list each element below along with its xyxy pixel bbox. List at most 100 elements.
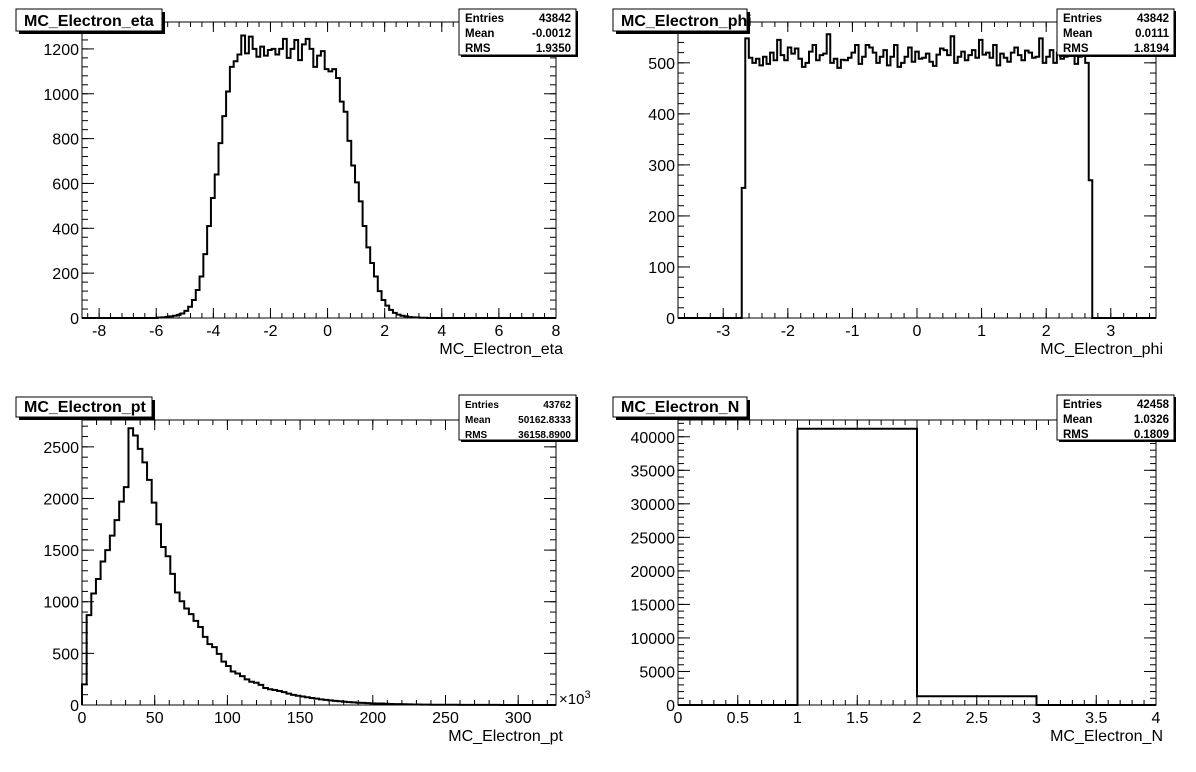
stats-label: Entries	[1063, 13, 1102, 25]
x-tick-label: 0	[913, 323, 922, 340]
x-tick-label: -2	[263, 323, 277, 340]
stats-label: RMS	[465, 43, 491, 55]
y-tick-label: 35000	[631, 463, 676, 480]
y-tick-label: 600	[52, 176, 79, 193]
x-tick-label: 4	[1152, 710, 1161, 727]
histogram-title: MC_Electron_phi	[621, 13, 752, 30]
x-axis-title: MC_Electron_phi	[1040, 341, 1163, 358]
stats-label: Mean	[1063, 28, 1092, 40]
stats-label: Mean	[1063, 414, 1092, 426]
y-tick-label: 25000	[631, 530, 676, 547]
plot-frame	[81, 21, 557, 319]
histogram-line	[678, 427, 1156, 706]
stats-value: 43762	[543, 400, 571, 411]
stats-value: 0.0111	[1135, 28, 1170, 40]
x-tick-label: 2	[1042, 323, 1051, 340]
stats-value: 50162.8333	[518, 415, 571, 426]
y-tick-label: 1200	[43, 42, 79, 59]
x-tick-label: -4	[206, 323, 220, 340]
x-tick-label: 6	[494, 323, 503, 340]
x-tick-label: 2	[913, 710, 922, 727]
x-tick-label: 2	[380, 323, 389, 340]
x-tick-label: 0	[323, 323, 332, 340]
stats-value: 1.8194	[1134, 43, 1170, 55]
histogram-panel-3: 0 0.5 1 1.5 2 2.5 3 3.5 4 0 5000 10000 15000 20000 250…	[612, 394, 1176, 745]
x-axis-title: MC_Electron_pt	[448, 728, 563, 745]
x-tick-label: 250	[432, 710, 459, 727]
title-box	[15, 8, 163, 32]
y-tick-label: 0	[70, 311, 79, 328]
y-tick-label: 200	[52, 266, 79, 283]
x-tick-label: 2.5	[966, 710, 988, 727]
histogram-line	[82, 34, 556, 319]
histogram-line	[81, 427, 556, 706]
y-tick-label: 15000	[631, 597, 676, 614]
stats-value: 1.9350	[536, 43, 571, 55]
title-box	[15, 396, 153, 418]
x-tick-label: 0	[78, 710, 87, 727]
y-tick-label: 800	[52, 132, 79, 149]
x-tick-label: 100	[214, 710, 241, 727]
x-tick-label: -6	[149, 323, 163, 340]
stats-label: RMS	[1063, 429, 1089, 441]
stats-label: Entries	[1063, 399, 1102, 411]
x-tick-label: 200	[359, 710, 386, 727]
plot-frame	[81, 419, 557, 706]
stats-label: Entries	[465, 13, 504, 25]
y-tick-label: 400	[648, 107, 675, 124]
y-tick-label: 20000	[631, 564, 676, 581]
stats-label: Entries	[465, 400, 499, 411]
stats-label: RMS	[465, 430, 488, 441]
x-axis-title: MC_Electron_eta	[439, 341, 563, 358]
x-tick-label: 3	[1106, 323, 1115, 340]
y-tick-label: 0	[666, 698, 675, 715]
y-tick-label: 1000	[43, 87, 79, 104]
stats-box	[458, 8, 577, 56]
y-tick-label: 5000	[639, 664, 675, 681]
x-tick-label: 150	[287, 710, 314, 727]
y-tick-label: 500	[648, 56, 675, 73]
title-box	[612, 396, 748, 418]
stats-value: 42458	[1137, 399, 1170, 411]
y-tick-label: 300	[648, 158, 675, 175]
stats-box	[458, 394, 577, 441]
histogram-title: MC_Electron_eta	[24, 13, 154, 30]
y-tick-label: 10000	[631, 631, 676, 648]
y-tick-label: 1000	[43, 595, 79, 612]
x-axis-title: MC_Electron_N	[1050, 728, 1163, 745]
stats-box	[1056, 394, 1175, 441]
y-tick-label: 2000	[43, 491, 79, 508]
stats-value: 43842	[539, 13, 571, 25]
y-tick-label: 0	[666, 311, 675, 328]
x-tick-label: 300	[505, 710, 532, 727]
stats-value: 0.1809	[1134, 429, 1169, 441]
y-tick-label: 200	[648, 209, 675, 226]
stats-value: -0.0012	[532, 28, 571, 40]
x-tick-label: -1	[845, 323, 859, 340]
x-tick-label: 3	[1032, 710, 1041, 727]
x-tick-label: -8	[92, 323, 106, 340]
stats-label: Mean	[465, 415, 491, 426]
x-tick-label: 4	[437, 323, 446, 340]
exponent-base: ×10	[559, 691, 584, 708]
title-box	[612, 8, 748, 32]
histogram-panel-2: 0 50 100 150 200 250 300 0 500 1000 1500 2000 2500 MC…	[15, 394, 591, 745]
histogram-title: MC_Electron_pt	[24, 399, 146, 416]
x-tick-label: 1	[793, 710, 802, 727]
plot-frame	[677, 21, 1157, 319]
histogram-panel-0: -8 -6 -4 -2 0 2 4 6 8 0 200 400 600 800 1000 1200 MC_Ele…	[15, 8, 578, 358]
x-tick-label: 0	[674, 710, 683, 727]
y-tick-label: 2500	[43, 440, 79, 457]
x-tick-label: -3	[716, 323, 730, 340]
histogram-line	[678, 33, 1156, 319]
histogram-title: MC_Electron_N	[621, 399, 739, 416]
x-tick-label: 0.5	[727, 710, 749, 727]
y-tick-label: 30000	[631, 497, 676, 514]
y-tick-label: 500	[52, 646, 79, 663]
x-tick-label: 3.5	[1085, 710, 1107, 727]
x-axis-exponent: ×103	[559, 689, 591, 708]
x-tick-label: 8	[552, 323, 561, 340]
x-tick-label: -2	[781, 323, 795, 340]
stats-label: RMS	[1063, 43, 1089, 55]
